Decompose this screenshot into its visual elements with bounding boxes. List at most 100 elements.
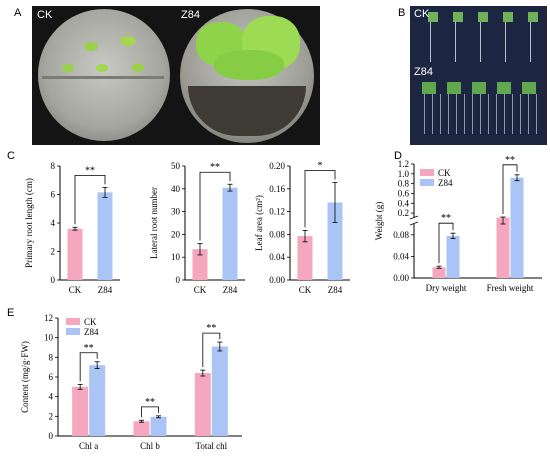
y-tick-label: 30	[171, 207, 181, 217]
photo-label-ck: CK	[37, 9, 53, 21]
y-tick-label: 10	[44, 333, 54, 343]
y-tick-label: 20	[171, 229, 181, 239]
y-tick-label: 6	[51, 190, 56, 200]
y-tick-label: 0	[51, 275, 56, 285]
legend-swatch-ck	[420, 169, 434, 176]
dish-divider	[42, 76, 164, 79]
chart-weight: 0.00 0.04 0.08 0.20.40.60.81.01.2 ** Dry weig…	[374, 155, 542, 293]
significance-label: **	[145, 397, 155, 408]
chart-lateral-root-number: 0 10 20 30 40 50 CK Z84 ** Lateral root number	[149, 161, 245, 295]
photo-label-z84: Z84	[181, 9, 200, 21]
seedling-2	[120, 36, 136, 46]
bar-ck	[72, 386, 89, 436]
roots-ck	[430, 22, 540, 62]
y-tick-label: 40	[171, 184, 181, 194]
panel-label-a: A	[14, 7, 22, 19]
seedling-row-z84	[422, 82, 540, 94]
x-tick-label: Chl a	[79, 441, 98, 451]
y-axis-title: Weight (g)	[374, 202, 384, 241]
y-tick-label: 0	[49, 431, 54, 441]
x-tick-label: Z84	[328, 285, 343, 295]
y-tick-label: 0	[176, 275, 181, 285]
panel-label-d: D	[394, 150, 402, 162]
y-tick-label: 8	[49, 352, 54, 362]
y-axis-title: Content (mg/g·FW)	[20, 341, 30, 413]
bar-ck	[194, 373, 211, 436]
seedling-row-ck	[428, 12, 540, 22]
y-tick-label: 2	[49, 411, 54, 421]
significance-label: **	[85, 165, 95, 176]
photo-label-b-ck: CK	[414, 8, 430, 20]
bar-ck	[67, 228, 83, 280]
y-tick-label: 0.4	[398, 198, 410, 208]
y-axis-title: Leaf area (cm²)	[254, 195, 264, 251]
significance-label: **	[505, 155, 515, 166]
significance-bracket	[438, 222, 454, 264]
legend-label: Z84	[438, 178, 453, 188]
bar-z84	[222, 187, 238, 280]
y-tick-label: 50	[171, 161, 181, 171]
legend-label: CK	[84, 317, 97, 327]
bar-z84	[510, 177, 524, 278]
photo-label-b-z84: Z84	[414, 66, 433, 78]
chart-primary-root-length: 0 2 4 6 8 CK Z84 ** Primary root length (cm)	[24, 161, 120, 295]
y-tick-label: 2	[51, 247, 56, 257]
roots-z84	[424, 94, 542, 134]
y-tick-label: 0.08	[393, 230, 409, 240]
y-tick-label: 0.12	[269, 207, 285, 217]
bar-ck	[192, 249, 208, 280]
x-tick-label: Chl b	[140, 441, 160, 451]
y-tick-label: 6	[49, 372, 54, 382]
x-tick-label: Fresh weight	[487, 283, 534, 293]
y-tick-label: 4	[51, 218, 56, 228]
chart-leaf-area: 0.00 0.04 0.08 0.12 0.16 0.20 CK Z84 * Leaf area …	[254, 161, 350, 295]
bar-z84	[97, 192, 113, 280]
significance-label: **	[441, 213, 451, 224]
y-tick-label: 12	[44, 313, 53, 323]
y-axis-title: Primary root length (cm)	[24, 178, 34, 268]
significance-bracket	[304, 170, 336, 228]
y-tick-label: 0.00	[269, 275, 285, 285]
panel-label-c: C	[7, 150, 15, 162]
y-tick-label: 1.2	[398, 159, 409, 169]
seedling-1	[84, 42, 98, 51]
x-tick-label: CK	[69, 285, 82, 295]
y-tick-label: 8	[51, 161, 56, 171]
leaf-cluster-3	[214, 50, 284, 80]
y-tick-label: 1.0	[398, 169, 410, 179]
bar-z84	[150, 416, 167, 436]
significance-label: *	[318, 161, 323, 172]
x-tick-label: Z84	[98, 285, 113, 295]
photo-petri-z84: Z84	[174, 6, 320, 145]
x-tick-label: CK	[299, 285, 312, 295]
bar-ck	[133, 421, 150, 436]
axis-break-mark	[409, 215, 419, 220]
bar-ck	[297, 236, 313, 280]
y-tick-label: 0.00	[393, 273, 409, 283]
y-tick-label: 0.20	[269, 161, 285, 171]
legend-label: Z84	[84, 327, 99, 337]
panel-label-b: B	[398, 7, 406, 19]
y-tick-label: 10	[171, 252, 181, 262]
legend-swatch-ck	[66, 318, 80, 325]
y-tick-label: 0.2	[398, 208, 409, 218]
significance-label: **	[206, 323, 216, 334]
significance-bracket	[74, 174, 106, 225]
seedling-3	[62, 64, 74, 72]
y-tick-label: 0.08	[269, 229, 285, 239]
legend-label: CK	[438, 168, 451, 178]
significance-bracket	[141, 406, 159, 418]
seedling-4	[96, 64, 108, 72]
x-tick-label: Total chl	[196, 441, 228, 451]
axis-break-mark	[409, 221, 419, 226]
significance-bracket	[202, 332, 221, 368]
legend-swatch-z84	[420, 179, 434, 186]
y-tick-label: 0.6	[398, 188, 410, 198]
legend-swatch-z84	[66, 328, 80, 335]
petri-dish-ck	[38, 9, 170, 141]
y-tick-label: 0.04	[269, 252, 285, 262]
panel-label-e: E	[7, 307, 15, 319]
significance-bracket	[199, 171, 231, 241]
bar-z84	[446, 235, 460, 278]
